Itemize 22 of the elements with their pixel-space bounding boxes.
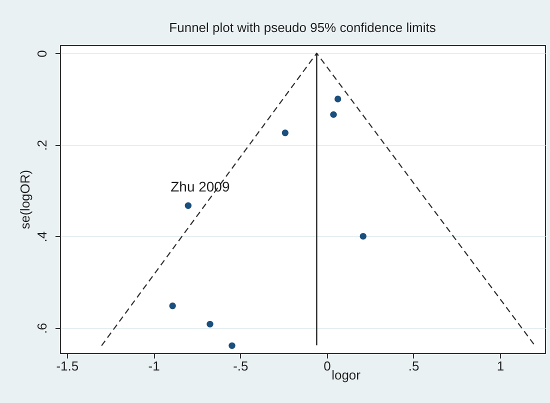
y-tick-label: .6 [34,322,50,334]
point [206,320,214,328]
point [360,232,366,240]
x-tick-label: -1.5 [56,358,79,374]
x-tick-label: .5 [408,358,420,374]
y-tick-label: .4 [34,231,50,242]
annotation: Zhu 2009 [170,178,230,195]
point [330,111,337,118]
x-tick-label: 1 [496,358,504,374]
point [228,342,236,350]
chart-title: Funnel plot with pseudo 95% confidence limits [169,20,436,35]
point [282,130,289,136]
x-tick-label: 0 [324,358,331,374]
point [184,202,192,209]
y-tick-label: 0 [34,50,50,58]
point [169,302,176,310]
y-axis-title: se(logOR) [18,170,32,230]
x-tick-label: -1 [148,358,160,374]
x-tick-label: -.5 [233,358,248,374]
x-axis-title: logor [332,368,362,382]
point [334,96,342,102]
y-tick-label: .2 [34,140,50,151]
